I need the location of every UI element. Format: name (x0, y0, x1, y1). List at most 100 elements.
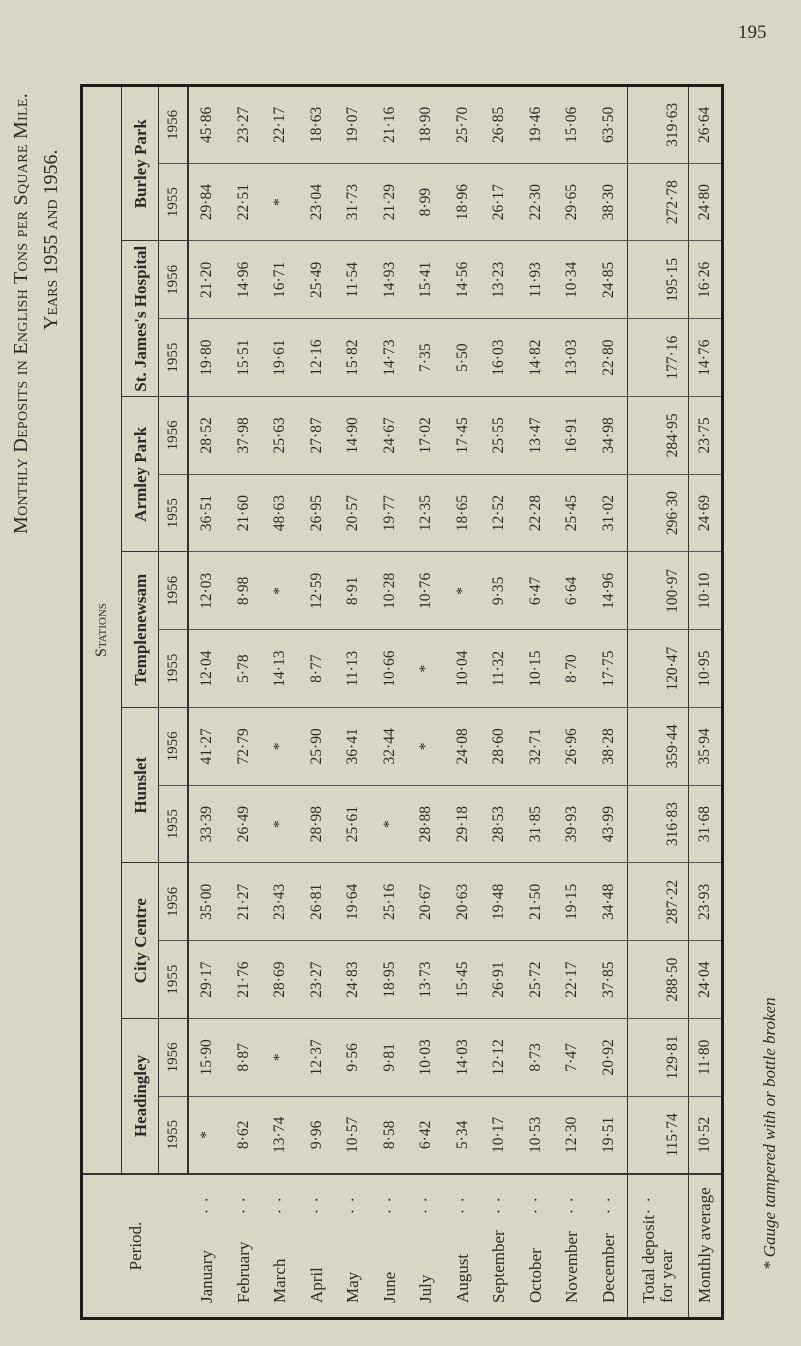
year-header: 1955 (158, 1096, 188, 1174)
total-cell: 359·44 (627, 707, 689, 786)
value-cell: 20·57 (335, 474, 372, 552)
value-cell: 20·67 (408, 863, 445, 941)
table-row-december: December ·· 19·51 20·92 37·85 34·48 43·99 38·28… (590, 85, 628, 1319)
value-cell: 14·82 (517, 318, 554, 397)
value-cell: 19·80 (188, 318, 226, 397)
table-row-august: August ·· 5·34 14·03 15·45 20·63 29·18 24·08 10·… (444, 85, 481, 1319)
value-cell: 8·77 (298, 629, 335, 708)
dot-leader: ·· (343, 1191, 363, 1215)
dot-leader: ·· (306, 1191, 326, 1215)
value-cell: 19·64 (335, 863, 372, 941)
period-label-text: January (196, 1250, 216, 1303)
period-label: Monthly average (688, 1174, 723, 1319)
station-name: City Centre (121, 863, 159, 1019)
station-name: St. James's Hospital (121, 241, 159, 397)
value-cell: 10·34 (554, 241, 591, 319)
page-number: 195 (738, 22, 767, 43)
value-cell: 8·70 (554, 629, 591, 708)
period-label-text: July (416, 1274, 436, 1303)
value-cell: 8·73 (517, 1018, 554, 1097)
value-cell: 14·96 (590, 552, 628, 630)
value-cell: 10·53 (517, 1096, 554, 1174)
dot-leader: ·· (196, 1191, 216, 1215)
value-cell: 14·03 (444, 1018, 481, 1097)
table-row-june: June ·· 8·58 9·81 18·95 25·16 * 32·44 10·66 10·28… (371, 85, 408, 1319)
dot-leader: ·· (270, 1191, 290, 1215)
value-cell: 21·20 (188, 241, 226, 319)
period-label-text: April (306, 1267, 326, 1303)
value-cell: 10·15 (517, 629, 554, 708)
year-header: 1955 (158, 474, 188, 552)
value-cell: 12·03 (188, 552, 226, 630)
average-cell: 24·69 (688, 474, 723, 552)
station-name: Burley Park (121, 85, 159, 241)
value-cell: 11·32 (481, 629, 518, 708)
value-cell: 28·53 (481, 785, 518, 863)
value-cell: 32·44 (371, 707, 408, 786)
dot-leader: ·· (525, 1191, 545, 1215)
deposits-table: Period. Stations Headingley City Centre Huns… (80, 84, 724, 1320)
year-header: 1955 (158, 629, 188, 708)
value-cell: 12·30 (554, 1096, 591, 1174)
value-cell: 25·90 (298, 707, 335, 786)
value-cell: 19·61 (262, 318, 299, 397)
value-cell: 6·64 (554, 552, 591, 630)
value-cell: 21·16 (371, 85, 408, 164)
period-label-text: August (452, 1253, 472, 1303)
value-cell: 16·91 (554, 396, 591, 475)
value-cell: 29·17 (188, 940, 226, 1019)
value-cell: 31·02 (590, 474, 628, 552)
value-cell: 48·63 (262, 474, 299, 552)
value-cell: 12·52 (481, 474, 518, 552)
value-cell: 28·52 (188, 396, 226, 475)
value-cell: 14·73 (371, 318, 408, 397)
value-cell: 37·85 (590, 940, 628, 1019)
value-cell: 21·50 (517, 863, 554, 941)
value-cell: 15·90 (188, 1018, 226, 1097)
value-cell: 13·74 (262, 1096, 299, 1174)
value-cell: 9·56 (335, 1018, 372, 1097)
value-cell: * (262, 163, 299, 241)
value-cell: 28·88 (408, 785, 445, 863)
header-row-station-names: Headingley City Centre Hunslet Templenewsam… (121, 85, 159, 1319)
value-cell: 33·39 (188, 785, 226, 863)
dot-leader: ·· (639, 1191, 658, 1215)
value-cell: 8·99 (408, 163, 445, 241)
period-label: January ·· (188, 1174, 226, 1319)
value-cell: 63·50 (590, 85, 628, 164)
year-header: 1955 (158, 940, 188, 1019)
value-cell: 21·60 (225, 474, 262, 552)
table-row-average: Monthly average 10·52 11·80 24·04 23·93 31·68… (688, 85, 723, 1319)
value-cell: 13·03 (554, 318, 591, 397)
value-cell: 27·87 (298, 396, 335, 475)
dot-leader: ·· (452, 1191, 472, 1215)
value-cell: 25·70 (444, 85, 481, 164)
value-cell: 22·30 (517, 163, 554, 241)
period-label-text: December (598, 1233, 618, 1303)
period-label-text: May (343, 1271, 363, 1303)
value-cell: 12·35 (408, 474, 445, 552)
value-cell: 15·82 (335, 318, 372, 397)
total-cell: 115·74 (627, 1096, 689, 1174)
value-cell: 10·03 (408, 1018, 445, 1097)
value-cell: 14·56 (444, 241, 481, 319)
value-cell: 14·96 (225, 241, 262, 319)
value-cell: 22·28 (517, 474, 554, 552)
value-cell: 28·60 (481, 707, 518, 786)
table-row-january: January ·· * 15·90 29·17 35·00 33·39 41·27 12·04… (188, 85, 226, 1319)
value-cell: 8·87 (225, 1018, 262, 1097)
value-cell: 28·98 (298, 785, 335, 863)
value-cell: * (371, 785, 408, 863)
value-cell: 20·92 (590, 1018, 628, 1097)
value-cell: 37·98 (225, 396, 262, 475)
period-label: March ·· (262, 1174, 299, 1319)
table-row-september: September ·· 10·17 12·12 26·91 19·48 28·53 28·6… (481, 85, 518, 1319)
table-title: Monthly Deposits in English Tons per Squ… (10, 92, 32, 534)
value-cell: * (408, 707, 445, 786)
average-cell: 24·80 (688, 163, 723, 241)
value-cell: 18·65 (444, 474, 481, 552)
value-cell: 12·59 (298, 552, 335, 630)
average-cell: 10·10 (688, 552, 723, 630)
value-cell: 10·57 (335, 1096, 372, 1174)
total-cell: 129·81 (627, 1018, 689, 1097)
